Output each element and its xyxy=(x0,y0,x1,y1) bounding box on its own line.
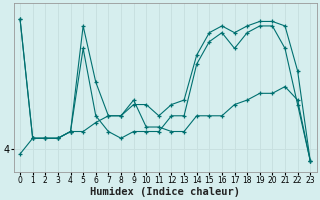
X-axis label: Humidex (Indice chaleur): Humidex (Indice chaleur) xyxy=(90,186,240,197)
